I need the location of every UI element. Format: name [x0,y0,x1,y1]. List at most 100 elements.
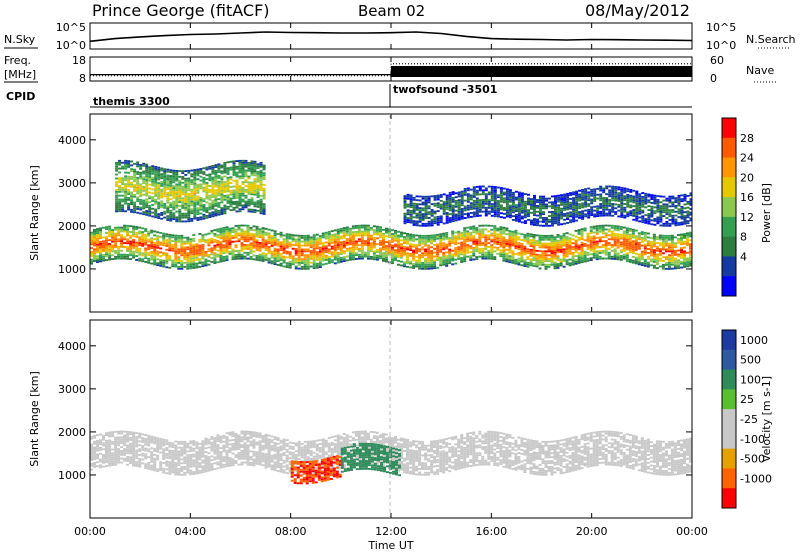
heatmap-cell [508,237,512,240]
heatmap-cell [613,234,617,237]
heatmap-cell [241,200,245,203]
heatmap-cell [415,214,419,217]
heatmap-cell [628,228,632,230]
heatmap-cell [559,243,563,246]
heatmap-cell [142,203,146,206]
heatmap-cell [670,250,674,253]
heatmap-cell [581,202,585,205]
heatmap-cell [427,213,431,215]
heatmap-cell [366,240,370,243]
heatmap-cell [617,203,621,206]
heatmap-cell [169,192,173,195]
heatmap-cell [229,189,233,192]
heatmap-cell [641,203,645,206]
heatmap-cell [196,211,200,214]
heatmap-cell [220,199,224,202]
heatmap-cell [427,244,431,247]
heatmap-cell [661,242,665,245]
heatmap-cell [160,192,164,195]
heatmap-cell [436,204,440,207]
heatmap-cell [560,194,564,197]
heatmap-cell [448,242,452,245]
heatmap-cell [658,250,662,252]
heatmap-cell [318,264,322,266]
heatmap-cell [647,213,651,215]
heatmap-cell [617,192,621,195]
heatmap-cell [640,264,644,266]
heatmap-cell [511,238,515,241]
heatmap-cell [169,211,173,214]
heatmap-cell [490,250,494,252]
heatmap-cell [210,247,214,250]
heatmap-cell [124,163,128,166]
heatmap-cell [475,193,479,196]
heatmap-cell [250,162,254,165]
heatmap-cell [652,249,656,252]
heatmap-cell [189,238,193,241]
heatmap-cell [223,191,227,193]
heatmap-cell [397,238,400,241]
heatmap-cell [262,174,266,177]
heatmap-cell [412,257,416,260]
heatmap-cell [652,260,656,263]
heatmap-cell [192,234,196,236]
heatmap-cell [562,248,566,251]
heatmap-cell [496,200,500,202]
heatmap-cell [421,254,425,257]
heatmap-cell [451,242,455,244]
heatmap-cell [127,185,131,188]
heatmap-cell [363,251,367,254]
heatmap-cell [496,211,500,214]
heatmap-cell [360,226,364,229]
heatmap-cell [192,267,196,269]
heatmap-cell [363,226,367,229]
heatmap-cell [262,197,266,200]
heatmap-cell [619,245,623,248]
heatmap-cell [204,262,208,265]
heatmap-cell [604,245,608,248]
heatmap-cell [511,201,515,204]
heatmap-cell [589,247,593,250]
heatmap-cell [442,254,446,256]
heatmap-cell [460,257,464,259]
heatmap-cell [363,253,367,256]
heatmap-cell [138,257,142,260]
heatmap-cell [163,187,167,190]
heatmap-cell [658,242,662,245]
heatmap-cell [629,198,633,201]
heatmap-cell [160,212,164,214]
heatmap-cell [114,246,118,249]
heatmap-cell [689,245,692,248]
heatmap-cell [111,254,115,257]
heatmap-cell [202,178,206,181]
heatmap-cell [670,244,674,247]
heatmap-cell [318,260,322,263]
heatmap-cell [282,246,286,248]
heatmap-cell [172,189,176,191]
heatmap-cell [403,242,406,244]
heatmap-cell [541,246,545,249]
heatmap-cell [397,244,400,247]
heatmap-cell [256,176,260,179]
heatmap-cell [220,166,224,169]
heatmap-cell [162,265,166,268]
heatmap-cell [178,208,182,211]
heatmap-cell [397,240,400,243]
heatmap-cell [614,213,618,215]
heatmap-cell [643,262,647,265]
heatmap-cell [166,199,170,202]
heatmap-cell [505,248,509,251]
heatmap-cell [478,210,482,213]
heatmap-cell [333,243,337,245]
heatmap-cell [394,237,397,240]
heatmap-cell [391,258,394,261]
heatmap-cell [469,235,473,238]
heatmap-cell [484,210,488,213]
heatmap-cell [385,229,388,232]
heatmap-cell [351,227,355,230]
heatmap-cell [165,256,169,259]
heatmap-cell [385,231,388,234]
heatmap-cell [241,171,245,174]
heatmap-cell [511,258,515,260]
heatmap-cell [300,258,304,261]
